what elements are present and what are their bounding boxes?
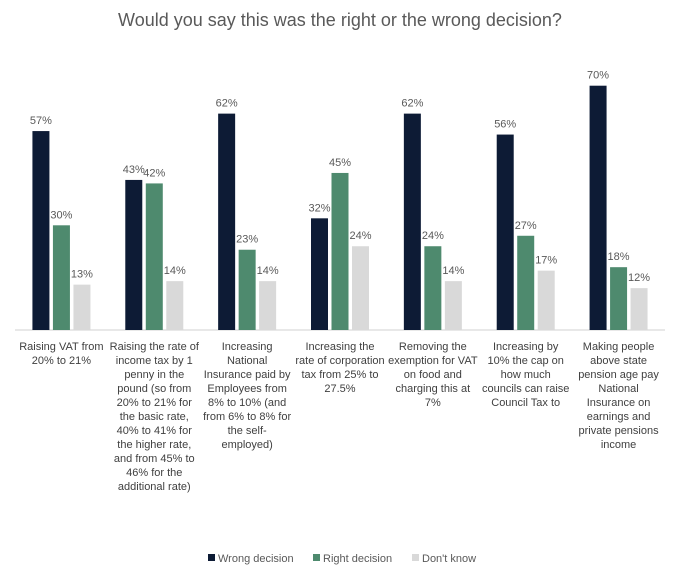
bar bbox=[125, 179, 143, 330]
bar bbox=[311, 218, 328, 330]
data-label: 24% bbox=[422, 230, 444, 242]
bar bbox=[73, 284, 91, 330]
data-label: 42% bbox=[143, 167, 165, 179]
data-label: 13% bbox=[71, 269, 93, 281]
category-label: Removing the exemption for VAT on food a… bbox=[388, 341, 478, 409]
bar bbox=[537, 270, 555, 330]
bar bbox=[331, 172, 349, 330]
legend-swatch bbox=[208, 554, 215, 561]
data-label: 14% bbox=[442, 265, 464, 277]
data-label: 30% bbox=[50, 209, 72, 221]
data-label: 70% bbox=[587, 70, 609, 82]
category-label: Increasing the rate of corporation tax f… bbox=[295, 341, 385, 395]
category-label: Raising the rate of income tax by 1 penn… bbox=[109, 341, 199, 493]
category-label: Making people above state pension age pa… bbox=[578, 341, 659, 451]
data-label: 17% bbox=[535, 255, 557, 267]
legend-swatch bbox=[313, 554, 320, 561]
data-label: 56% bbox=[494, 119, 516, 131]
legend-label: Right decision bbox=[323, 553, 392, 565]
legend-label: Wrong decision bbox=[218, 553, 294, 565]
category-label: Raising VAT from 20% to 21% bbox=[19, 341, 104, 367]
legend-swatch bbox=[412, 554, 419, 561]
data-label: 14% bbox=[257, 265, 279, 277]
chart-title: Would you say this was the right or the … bbox=[118, 10, 562, 30]
bar bbox=[589, 85, 607, 330]
bar bbox=[424, 246, 442, 330]
bar bbox=[352, 246, 369, 330]
bar bbox=[238, 249, 256, 330]
bar bbox=[32, 131, 50, 330]
data-label: 24% bbox=[349, 230, 371, 242]
data-label: 43% bbox=[123, 164, 145, 176]
legend-label: Don't know bbox=[422, 553, 476, 565]
bar bbox=[610, 267, 628, 330]
bar bbox=[259, 281, 277, 330]
bar bbox=[403, 113, 421, 331]
category-label: Increasing by 10% the cap on how much co… bbox=[481, 341, 570, 409]
data-label: 18% bbox=[608, 251, 630, 263]
bar bbox=[166, 281, 184, 330]
bar bbox=[630, 288, 648, 330]
bar bbox=[145, 183, 163, 330]
data-label: 23% bbox=[236, 234, 258, 246]
data-label: 27% bbox=[515, 220, 537, 232]
bar bbox=[444, 281, 462, 330]
data-label: 14% bbox=[164, 265, 186, 277]
data-label: 62% bbox=[401, 98, 423, 110]
data-label: 12% bbox=[628, 272, 650, 284]
data-label: 57% bbox=[30, 115, 52, 127]
data-label: 32% bbox=[308, 202, 330, 214]
data-label: 62% bbox=[216, 98, 238, 110]
bar bbox=[517, 235, 535, 330]
bar bbox=[52, 225, 70, 330]
bar bbox=[496, 134, 514, 330]
data-label: 45% bbox=[329, 157, 351, 169]
bar bbox=[218, 113, 236, 331]
category-label: Increasing National Insurance paid by Em… bbox=[203, 341, 292, 451]
